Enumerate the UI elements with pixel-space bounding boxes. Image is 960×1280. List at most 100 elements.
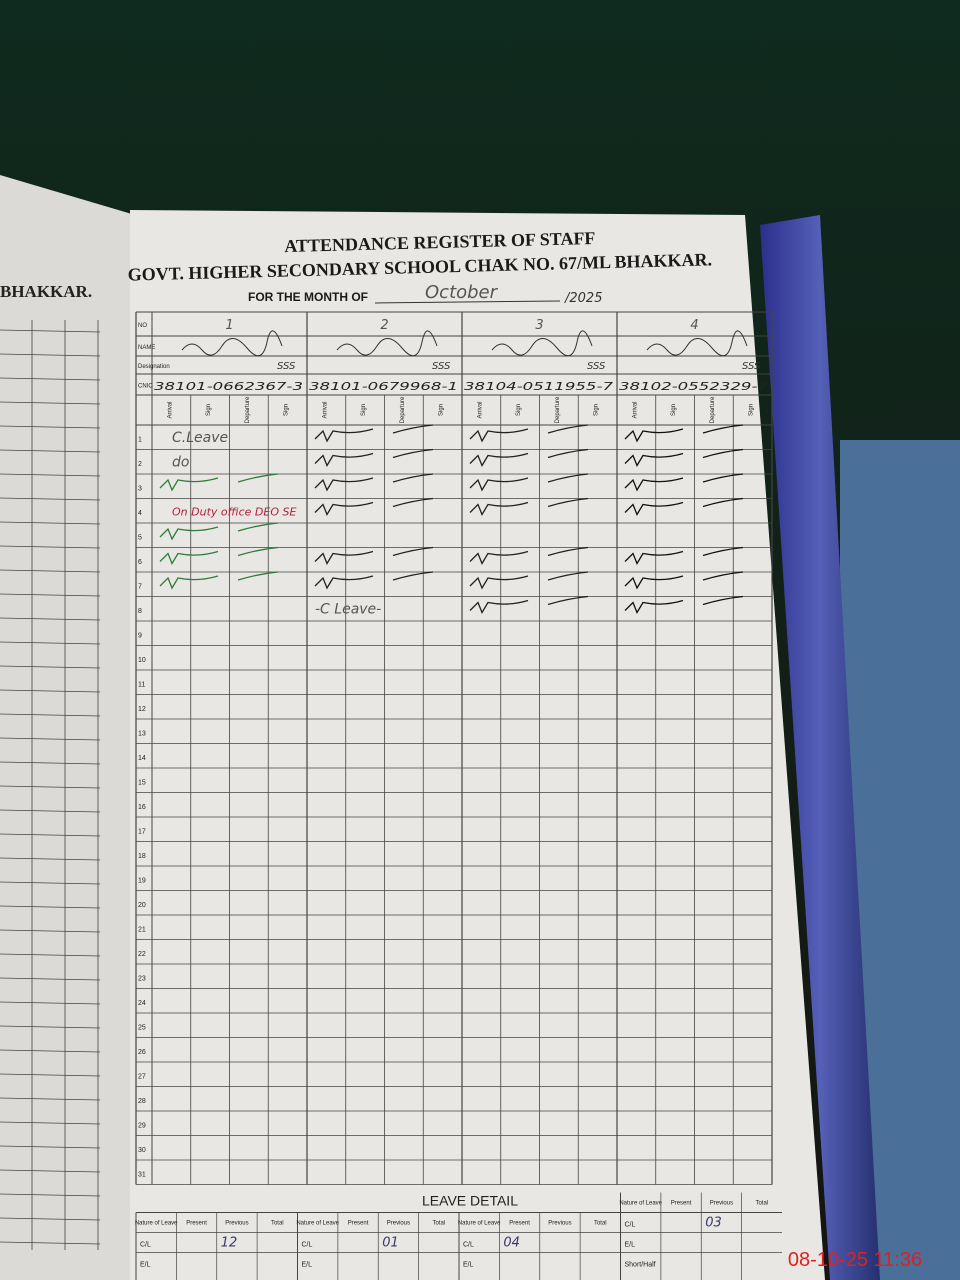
leave-type: Short/Half [625, 1262, 656, 1269]
row-label: Designation [138, 364, 170, 370]
staff-no: 1 [225, 318, 233, 333]
month-label: FOR THE MONTH OF [248, 290, 368, 304]
leave-header: Nature of Leave [296, 1221, 339, 1227]
row-label: NAME [138, 345, 155, 351]
designation: SSS [277, 361, 296, 372]
day-number: 16 [138, 804, 146, 811]
rule [0, 1073, 101, 1077]
rule [0, 1193, 101, 1197]
staff-no: 2 [380, 318, 388, 333]
rule [0, 377, 101, 381]
cnic: 38102-0552329-7 [619, 380, 768, 393]
day-number: 3 [138, 486, 142, 493]
rule [0, 1121, 101, 1125]
rule [0, 689, 101, 693]
signature [159, 473, 279, 492]
row-label: NO [138, 323, 147, 329]
day-number: 7 [138, 584, 142, 591]
rule [0, 545, 101, 549]
rule [0, 1025, 101, 1029]
day-number: 26 [138, 1049, 146, 1056]
leave-count: 03 [705, 1216, 722, 1231]
rule [0, 1145, 101, 1149]
designation: SSS [742, 361, 761, 372]
rule [0, 1241, 101, 1245]
leave-header: Previous [710, 1201, 733, 1207]
main-page [130, 210, 825, 1280]
leave-type: C/L [463, 1242, 474, 1249]
signature [159, 546, 279, 565]
left-title: BHAKKAR. [0, 282, 92, 301]
column-header: Departure [710, 396, 716, 423]
staff-no: 4 [690, 318, 698, 333]
leave-header: Present [186, 1221, 207, 1227]
leave-header: Nature of Leave [619, 1201, 662, 1207]
signature [469, 571, 589, 590]
rule [0, 449, 101, 453]
signature [624, 546, 744, 565]
day-number: 23 [138, 976, 146, 983]
rule [0, 641, 101, 645]
rule [0, 881, 101, 885]
column-header: Arrival [322, 401, 328, 418]
rule [0, 785, 101, 789]
signature [624, 473, 744, 492]
rule [0, 977, 101, 981]
column-header: Sign [516, 404, 522, 416]
leave-header: Present [671, 1201, 692, 1207]
leave-type: C/L [625, 1222, 636, 1229]
leave-header: Previous [548, 1221, 571, 1227]
rule [0, 473, 101, 477]
signature [469, 448, 589, 467]
day-number: 9 [138, 633, 142, 640]
rule [0, 1097, 101, 1101]
day-number: 8 [138, 608, 142, 615]
rule [0, 425, 101, 429]
day-number: 13 [138, 731, 146, 738]
day-number: 29 [138, 1123, 146, 1130]
name-handwriting [181, 330, 283, 357]
leave-count: 04 [503, 1236, 520, 1251]
signature [624, 424, 744, 443]
signature [469, 595, 589, 614]
name-handwriting [646, 330, 748, 357]
rule [0, 833, 101, 837]
leave-title: LEAVE DETAIL [422, 1193, 518, 1209]
column-header: Sign [671, 404, 677, 416]
rule [0, 809, 101, 813]
rule [0, 761, 101, 765]
day-number: 17 [138, 829, 146, 836]
rule [0, 497, 101, 501]
rule [0, 593, 101, 597]
designation: SSS [587, 361, 606, 372]
column-header: Departure [555, 396, 561, 423]
rule [0, 737, 101, 741]
leave-count: 01 [382, 1236, 399, 1251]
rule [0, 665, 101, 669]
day-number: 22 [138, 951, 146, 958]
rule [0, 929, 101, 933]
signature [624, 497, 744, 516]
signature [159, 522, 279, 541]
leave-type: E/L [302, 1262, 313, 1269]
leave-header: Previous [387, 1221, 410, 1227]
day-number: 5 [138, 535, 142, 542]
day-number: 18 [138, 853, 146, 860]
signature [314, 546, 434, 565]
leave-header: Present [348, 1221, 369, 1227]
day-number: 6 [138, 559, 142, 566]
day-number: 21 [138, 927, 146, 934]
month: October [425, 282, 499, 303]
day-number: 30 [138, 1147, 146, 1154]
day-number: 25 [138, 1025, 146, 1032]
attendance-note: do [172, 455, 189, 471]
timestamp: 08-10-25 11:36 [788, 1249, 922, 1271]
day-number: 20 [138, 902, 146, 909]
signature [314, 571, 434, 590]
column-header: Arrival [167, 401, 173, 418]
signature [469, 497, 589, 516]
name-handwriting [336, 330, 438, 357]
rule [0, 569, 101, 573]
